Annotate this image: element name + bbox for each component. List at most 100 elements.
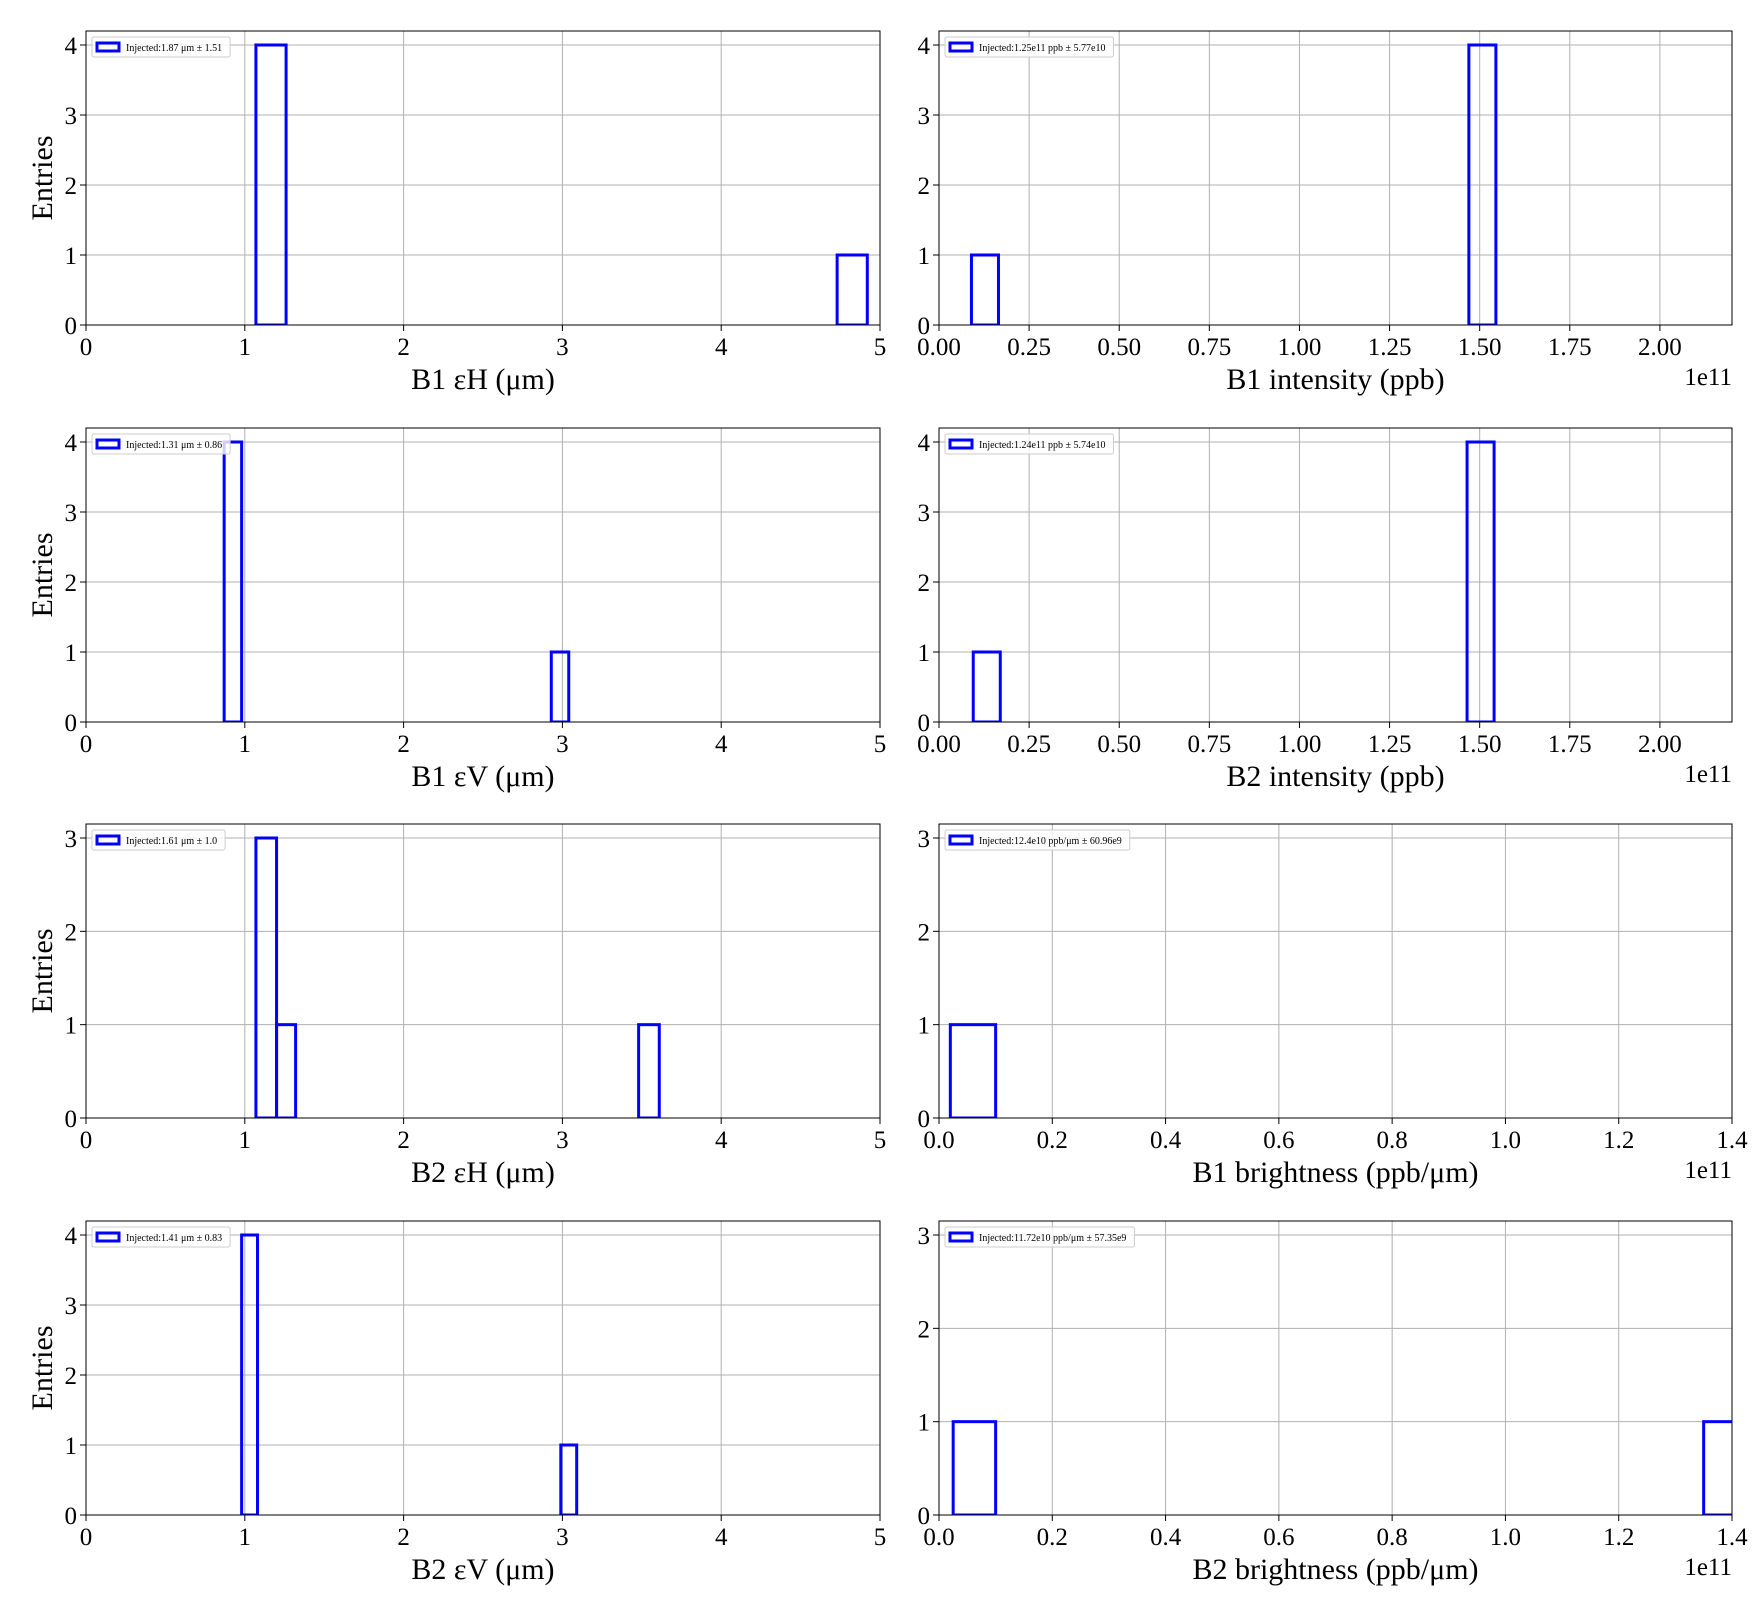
x-tick-label: 1.2 [1603, 1524, 1634, 1551]
y-tick-label: 0 [65, 710, 78, 737]
x-offset-label: 1e11 [1684, 1554, 1732, 1581]
x-tick-label: 1 [239, 1127, 252, 1154]
y-tick-label: 2 [65, 919, 78, 946]
y-tick-label: 3 [65, 1293, 78, 1320]
legend-frame [91, 829, 226, 851]
x-tick-label: 1.25 [1368, 334, 1412, 361]
x-axis-label: B1 εV (μm) [411, 760, 554, 793]
bars [240, 1233, 579, 1515]
legend-label: Injected:1.61 μm ± 1.0 [126, 836, 217, 847]
x-tick-label: 4 [715, 1127, 728, 1154]
x-tick-label: 0.2 [1037, 1524, 1068, 1551]
x-tick-label: 0.00 [917, 731, 961, 758]
axes-frame [938, 427, 1733, 723]
legend-swatch [95, 834, 121, 846]
x-tick-label: 0.8 [1377, 1127, 1408, 1154]
x-tick-label: 5 [874, 1127, 887, 1154]
legend-label: Injected:12.4e10 ppb/μm ± 60.96e9 [979, 836, 1122, 847]
x-tick-label: 0.8 [1377, 1524, 1408, 1551]
legend: Injected:11.72e10 ppb/μm ± 57.35e9 [944, 1226, 1135, 1248]
y-tick-label: 0 [65, 1106, 78, 1133]
axes-frame [938, 1220, 1733, 1516]
x-tick-label: 0.0 [923, 1127, 954, 1154]
legend: Injected:12.4e10 ppb/μm ± 60.96e9 [944, 829, 1131, 851]
axes-frame [938, 823, 1733, 1119]
x-axis-label: B2 εV (μm) [411, 1553, 554, 1586]
x-axis-label: B2 intensity (ppb) [1226, 760, 1444, 793]
x-tick-label: 0.75 [1187, 731, 1231, 758]
bars [951, 1420, 1732, 1515]
y-tick-label: 2 [918, 173, 931, 200]
y-tick-label: 2 [918, 570, 931, 597]
legend-swatch [95, 41, 121, 53]
x-tick-label: 1 [239, 731, 252, 758]
x-tick-label: 0.75 [1187, 334, 1231, 361]
y-tick-label: 4 [918, 33, 931, 60]
x-tick-label: 1.50 [1458, 334, 1502, 361]
x-tick-label: 2 [397, 1524, 410, 1551]
axes-frame [85, 1220, 881, 1516]
x-tick-label: 1.75 [1548, 334, 1592, 361]
x-tick-label: 0.4 [1150, 1524, 1182, 1551]
x-tick-label: 2 [397, 1127, 410, 1154]
axes-frame [85, 823, 881, 1119]
bars [948, 1023, 998, 1118]
y-tick-label: 2 [65, 570, 78, 597]
subplot: 0.0 0.2 0.4 0.6 0.8 1.0 1.2 1.4 0 1 2 3 Injected:11.… [918, 1220, 1748, 1586]
histogram-bar [835, 253, 869, 325]
x-tick-label: 0.25 [1007, 334, 1051, 361]
subplot: 0.00 0.25 0.50 0.75 1.00 1.25 1.50 1.75 2.00 0 1 2 3… [917, 427, 1733, 793]
y-tick-label: 1 [918, 1410, 931, 1437]
y-tick-label: 2 [918, 919, 931, 946]
x-tick-label: 3 [556, 1127, 569, 1154]
y-tick-label: 3 [918, 826, 931, 853]
x-tick-label: 0.25 [1007, 731, 1051, 758]
legend-swatch [948, 438, 974, 450]
legend: Injected:1.24e11 ppb ± 5.74e10 [944, 433, 1114, 455]
legend: Injected:1.25e11 ppb ± 5.77e10 [944, 36, 1114, 58]
histogram-bar [549, 650, 571, 722]
x-tick-label: 4 [715, 1524, 728, 1551]
y-axis-label: Entries [26, 533, 59, 618]
histogram-bar [637, 1023, 661, 1118]
axes-frame [85, 30, 881, 326]
x-tick-label: 1.75 [1548, 731, 1592, 758]
histogram-bar [1702, 1420, 1732, 1515]
y-tick-label: 4 [918, 430, 931, 457]
histogram-bar [1467, 43, 1498, 325]
x-offset-label: 1e11 [1684, 761, 1732, 788]
y-tick-label: 0 [65, 313, 78, 340]
x-tick-label: 0 [80, 1524, 93, 1551]
legend-label: Injected:1.24e11 ppb ± 5.74e10 [979, 440, 1105, 451]
bars [971, 440, 1496, 722]
histogram-bar [275, 1023, 298, 1118]
y-tick-label: 0 [65, 1503, 78, 1530]
y-tick-label: 0 [918, 1106, 931, 1133]
y-tick-label: 3 [65, 500, 78, 527]
legend-frame [944, 433, 1114, 455]
histogram-bar [254, 43, 288, 325]
y-tick-label: 1 [65, 243, 78, 270]
legend-label: Injected:1.25e11 ppb ± 5.77e10 [979, 43, 1105, 54]
x-tick-label: 1 [239, 334, 252, 361]
y-tick-label: 2 [65, 1363, 78, 1390]
x-tick-label: 1.50 [1458, 731, 1502, 758]
x-offset-label: 1e11 [1684, 364, 1732, 391]
bars [222, 440, 571, 722]
histogram-bar [254, 836, 279, 1118]
x-tick-label: 0.50 [1097, 731, 1141, 758]
legend-frame [91, 433, 231, 455]
x-tick-label: 3 [556, 731, 569, 758]
y-tick-label: 1 [918, 640, 931, 667]
bars [254, 43, 869, 325]
x-tick-label: 5 [874, 731, 887, 758]
legend-frame [944, 36, 1114, 58]
histogram-bar [948, 1023, 998, 1118]
x-tick-label: 0.6 [1263, 1127, 1294, 1154]
y-tick-label: 0 [918, 710, 931, 737]
subplot: 0 1 2 3 4 5 0 1 2 3 4 Injected:1.87 μm ± 1.51 B1 εH … [26, 30, 886, 396]
y-tick-label: 4 [65, 33, 78, 60]
subplot: 0 1 2 3 4 5 0 1 2 3 Injected:1.61 μm ± 1.0 B2 εH (μ… [26, 823, 887, 1189]
x-tick-label: 0.00 [917, 334, 961, 361]
